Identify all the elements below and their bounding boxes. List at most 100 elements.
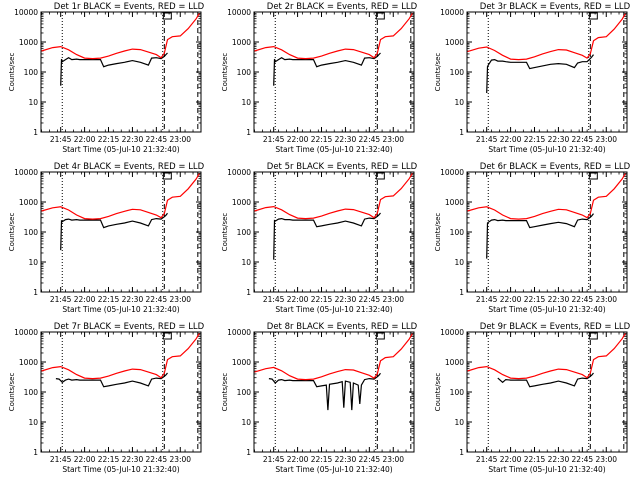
flag-box (162, 332, 172, 340)
x-axis-label: Start Time (05-Jul-10 21:32:40) (488, 145, 605, 154)
x-tick-label: 23:00 (595, 135, 617, 144)
y-tick-label: 10000 (440, 328, 464, 337)
flag-box (588, 332, 598, 340)
y-tick-label: 10000 (440, 168, 464, 177)
plot-frame (40, 331, 202, 453)
y-tick-label: 1 (33, 288, 38, 297)
x-tick-label: 23:00 (382, 295, 404, 304)
plot-frame (466, 331, 628, 453)
y-tick-label: 10000 (227, 168, 251, 177)
lld-series-line (467, 333, 626, 380)
y-tick-label: 10000 (227, 328, 251, 337)
x-tick-label: 22:00 (287, 455, 309, 464)
x-tick-label: 22:00 (74, 295, 96, 304)
y-tick-label: 10 (28, 418, 38, 427)
panel-det-2: Det 2r BLACK = Events, RED = LLD 1 10 100 10… (221, 2, 418, 154)
x-tick-label: 23:00 (382, 135, 404, 144)
x-tick-label: 22:15 (524, 295, 546, 304)
y-axis-label: Counts/sec (8, 373, 16, 412)
panel-det-3: Det 3r BLACK = Events, RED = LLD 1 10 100 10… (434, 2, 631, 154)
x-tick-label: 21:45 (263, 295, 285, 304)
y-tick-label: 100 (237, 68, 252, 77)
panel-det-4: Det 4r BLACK = Events, RED = LLD 1 10 100 10… (8, 162, 205, 314)
y-tick-label: 10000 (440, 8, 464, 17)
x-tick-label: 23:00 (169, 135, 191, 144)
flag-box (588, 12, 598, 20)
x-tick-label: 22:00 (500, 135, 522, 144)
plot-frame (253, 171, 415, 293)
x-tick-label: 22:45 (146, 295, 168, 304)
y-tick-label: 10000 (227, 8, 251, 17)
panel-title: Det 1r BLACK = Events, RED = LLD (54, 2, 205, 12)
x-tick-label: 23:00 (169, 295, 191, 304)
events-series-line (55, 372, 168, 388)
x-tick-label: 22:30 (122, 135, 144, 144)
y-tick-label: 100 (24, 388, 39, 397)
x-tick-label: 21:45 (50, 295, 72, 304)
x-axis-label: Start Time (05-Jul-10 21:32:40) (275, 145, 392, 154)
x-tick-label: 22:45 (572, 455, 594, 464)
lld-series-line (467, 173, 626, 220)
y-tick-label: 1 (246, 288, 251, 297)
x-tick-label: 22:00 (500, 295, 522, 304)
y-axis-label: Counts/sec (221, 373, 229, 412)
panel-title: Det 6r BLACK = Events, RED = LLD (480, 162, 631, 172)
y-tick-label: 1000 (19, 38, 38, 47)
plot-frame (253, 331, 415, 453)
events-series-line (60, 212, 168, 251)
y-tick-label: 1000 (445, 38, 464, 47)
x-tick-label: 22:45 (359, 135, 381, 144)
y-axis-label: Counts/sec (434, 373, 442, 412)
events-series-line (268, 372, 381, 411)
panel-title: Det 4r BLACK = Events, RED = LLD (54, 162, 205, 172)
x-tick-label: 22:45 (572, 135, 594, 144)
y-axis-label: Counts/sec (8, 53, 16, 92)
flag-box (162, 12, 172, 20)
panel-title: Det 2r BLACK = Events, RED = LLD (267, 2, 418, 12)
events-series-line (273, 52, 381, 86)
lld-series-line (41, 13, 200, 60)
x-tick-label: 21:45 (263, 135, 285, 144)
lld-series-line (254, 333, 413, 381)
x-tick-label: 22:30 (548, 455, 570, 464)
x-tick-label: 22:00 (74, 135, 96, 144)
x-tick-label: 22:00 (500, 455, 522, 464)
y-tick-label: 1000 (232, 198, 251, 207)
y-tick-label: 10 (241, 98, 251, 107)
x-tick-label: 21:45 (476, 455, 498, 464)
events-series-line (497, 372, 594, 388)
y-tick-label: 10000 (14, 328, 38, 337)
x-axis-label: Start Time (05-Jul-10 21:32:40) (275, 465, 392, 474)
x-tick-label: 22:00 (287, 135, 309, 144)
x-tick-label: 22:30 (548, 295, 570, 304)
y-axis-label: Counts/sec (434, 53, 442, 92)
events-series-line (273, 212, 381, 260)
events-series-line (486, 213, 594, 259)
x-tick-label: 22:45 (359, 455, 381, 464)
flag-box (375, 172, 385, 180)
x-tick-label: 22:30 (335, 135, 357, 144)
lld-series-line (41, 173, 200, 220)
y-axis-label: Counts/sec (221, 213, 229, 252)
flag-box (375, 332, 385, 340)
plot-frame (40, 11, 202, 133)
y-tick-label: 1 (459, 448, 464, 457)
panel-title: Det 9r BLACK = Events, RED = LLD (480, 322, 631, 332)
panel-title: Det 7r BLACK = Events, RED = LLD (54, 322, 205, 332)
x-tick-label: 22:45 (146, 135, 168, 144)
y-tick-label: 1000 (19, 358, 38, 367)
x-tick-label: 22:15 (98, 135, 120, 144)
x-tick-label: 22:15 (524, 455, 546, 464)
lld-series-line (254, 13, 413, 60)
x-tick-label: 23:00 (595, 455, 617, 464)
x-axis-label: Start Time (05-Jul-10 21:32:40) (488, 465, 605, 474)
y-axis-label: Counts/sec (8, 213, 16, 252)
plot-frame (40, 171, 202, 293)
x-tick-label: 22:45 (359, 295, 381, 304)
y-tick-label: 10000 (14, 168, 38, 177)
y-tick-label: 1000 (19, 198, 38, 207)
y-axis-label: Counts/sec (221, 53, 229, 92)
y-tick-label: 1 (459, 128, 464, 137)
flag-box (375, 12, 385, 20)
